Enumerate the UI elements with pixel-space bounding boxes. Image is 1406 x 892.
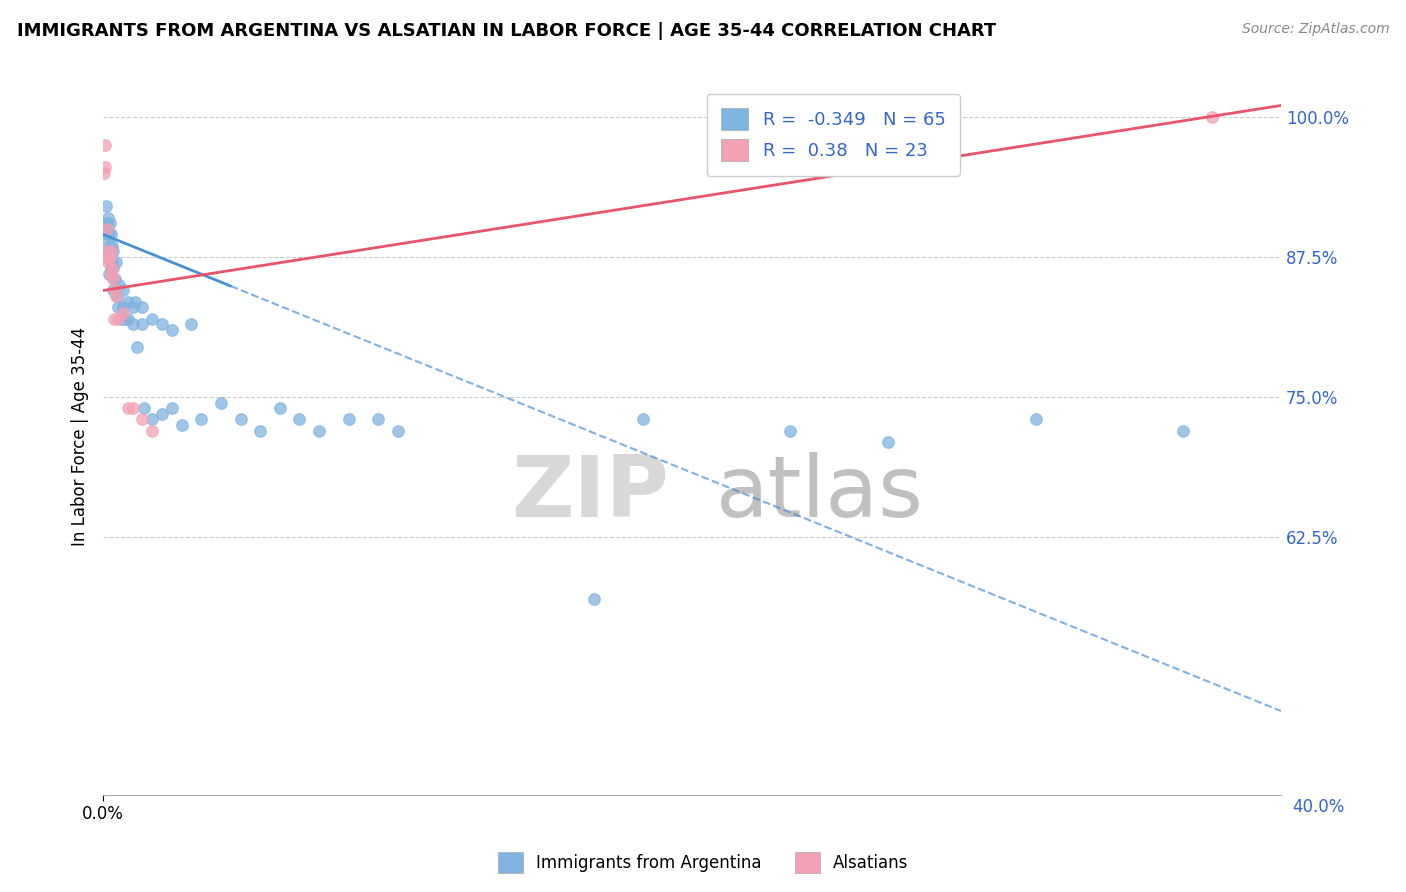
Point [288,412,311,426]
Point [131,317,153,331]
Point [104,272,127,286]
Point [631,412,654,426]
Point [98,238,121,252]
Point [367,412,389,426]
Point [209,395,232,409]
Point [111,301,134,315]
Point [98,267,121,281]
Point [98,216,121,230]
Point [100,244,122,259]
Point [101,261,124,276]
Legend: Immigrants from Argentina, Alsatians: Immigrants from Argentina, Alsatians [491,846,915,880]
Point [337,412,360,426]
Point [110,311,132,326]
Point [98,227,121,242]
Point [582,591,605,606]
Point [100,267,122,281]
Point [94,137,117,152]
Point [1171,424,1194,438]
Point [160,401,183,416]
Point [96,233,118,247]
Point [134,401,156,416]
Point [101,284,124,298]
Point [180,317,202,331]
Point [779,424,801,438]
Point [97,244,120,259]
Point [131,412,153,426]
Point [190,412,212,426]
Point [269,401,291,416]
Y-axis label: In Labor Force | Age 35-44: In Labor Force | Age 35-44 [72,326,89,546]
Point [103,311,125,326]
Point [114,311,136,326]
Point [160,323,183,337]
Point [141,424,163,438]
Point [97,255,120,269]
Point [117,311,139,326]
Point [150,317,173,331]
Point [121,301,143,315]
Point [96,216,118,230]
Point [141,311,163,326]
Point [150,407,173,421]
Point [121,401,143,416]
Point [101,255,124,269]
Point [108,277,131,292]
Point [98,250,121,264]
Point [94,244,117,259]
Point [100,244,122,259]
Point [121,317,143,331]
Point [131,301,153,315]
Point [101,272,124,286]
Point [96,250,118,264]
Text: ZIP: ZIP [510,452,668,535]
Point [96,222,118,236]
Text: Source: ZipAtlas.com: Source: ZipAtlas.com [1241,22,1389,37]
Point [104,289,127,303]
Point [100,227,122,242]
Point [170,418,193,433]
Point [249,424,271,438]
Text: 40.0%: 40.0% [1292,797,1344,816]
Point [100,261,122,276]
Legend: R =  -0.349   N = 65, R =  0.38   N = 23: R = -0.349 N = 65, R = 0.38 N = 23 [707,94,960,176]
Text: atlas: atlas [716,452,924,535]
Point [105,289,128,303]
Point [117,401,139,416]
Point [97,227,120,242]
Point [94,244,117,259]
Point [94,160,117,174]
Point [94,222,117,236]
Point [111,284,134,298]
Point [877,434,900,449]
Point [101,244,124,259]
Point [98,250,121,264]
Point [229,412,252,426]
Point [97,211,120,225]
Point [387,424,409,438]
Point [98,250,121,264]
Point [107,301,129,315]
Point [124,294,146,309]
Point [94,199,117,213]
Point [1025,412,1047,426]
Point [101,238,124,252]
Point [111,306,134,320]
Point [117,294,139,309]
Point [1201,110,1223,124]
Text: IMMIGRANTS FROM ARGENTINA VS ALSATIAN IN LABOR FORCE | AGE 35-44 CORRELATION CHA: IMMIGRANTS FROM ARGENTINA VS ALSATIAN IN… [17,22,995,40]
Point [104,284,127,298]
Point [127,340,149,354]
Point [308,424,330,438]
Point [98,250,121,264]
Point [101,261,124,276]
Point [141,412,163,426]
Point [104,255,127,269]
Point [93,166,115,180]
Point [107,311,129,326]
